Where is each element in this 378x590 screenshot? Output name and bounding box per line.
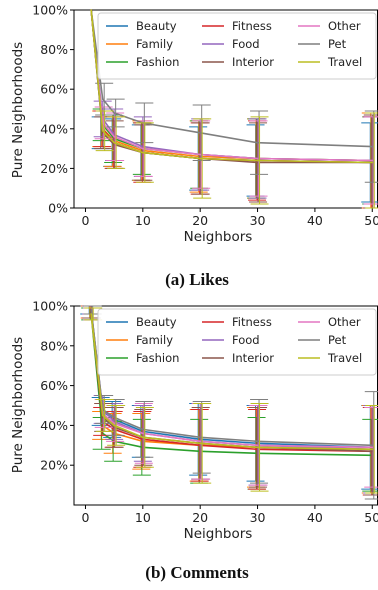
data-point: [113, 141, 115, 144]
data-point: [113, 416, 115, 419]
data-point: [371, 145, 374, 148]
x-tick-label: 50: [364, 213, 378, 228]
x-tick-label: 10: [135, 510, 151, 525]
chart-panel-comments: 0 10 20 30 40 50 20% 40% 60% 80% 100% Neighbors Pure…: [10, 299, 378, 582]
data-point: [199, 157, 201, 160]
legend-label: Food: [232, 37, 260, 51]
y-tick-label: 60%: [40, 378, 68, 393]
legend-label: Pet: [328, 333, 347, 347]
legend-label: Beauty: [136, 315, 177, 329]
y-tick-label: 20%: [40, 161, 68, 176]
x-tick-label: 10: [135, 213, 151, 228]
legend-label: Fitness: [232, 315, 272, 329]
data-point: [90, 9, 93, 11]
data-point: [142, 428, 144, 431]
x-tick-label: 40: [307, 510, 323, 525]
data-point: [371, 448, 374, 451]
data-point: [113, 426, 115, 429]
legend-label: Fashion: [136, 351, 179, 365]
data-point: [101, 414, 104, 417]
data-point: [199, 131, 201, 134]
chart-panel-likes: 0 10 20 30 40 50 0% 20% 40% 60% 80% 100% Neighbors Pu…: [10, 3, 378, 289]
y-tick-label: 60%: [40, 82, 68, 97]
x-tick-label: 20: [192, 510, 208, 525]
data-point: [371, 159, 374, 162]
data-point: [256, 440, 259, 443]
x-tick-label: 30: [250, 510, 266, 525]
data-point: [142, 436, 144, 439]
data-point: [113, 424, 115, 427]
y-tick-label: 0%: [48, 201, 68, 216]
figure-caption: (a) Likes: [165, 270, 229, 289]
x-tick-label: 40: [307, 213, 323, 228]
y-tick-label: 40%: [40, 418, 68, 433]
data-point: [256, 444, 259, 447]
legend-label: Interior: [232, 55, 274, 69]
data-point: [113, 135, 115, 138]
x-axis-label: Neighbors: [184, 229, 253, 245]
y-tick-label: 100%: [32, 299, 68, 314]
data-point: [113, 422, 115, 425]
legend: Beauty Family Fashion Fitness Food Interior Ot…: [97, 308, 377, 376]
legend-label: Fashion: [136, 55, 179, 69]
x-tick-label: 30: [250, 213, 266, 228]
data-point: [90, 309, 93, 311]
data-point: [256, 161, 259, 164]
data-point: [90, 313, 93, 315]
data-point: [256, 446, 259, 449]
legend-label: Travel: [327, 351, 362, 365]
legend-label: Travel: [327, 55, 362, 69]
data-point: [256, 157, 259, 160]
data-point: [113, 143, 115, 146]
data-point: [371, 450, 374, 453]
data-point: [113, 112, 115, 114]
data-point: [256, 159, 259, 162]
legend-label: Family: [136, 37, 173, 51]
data-point: [101, 416, 104, 419]
data-point: [371, 446, 374, 449]
y-tick-label: 80%: [40, 42, 68, 57]
y-axis-label: Pure Neighborhoods: [10, 337, 26, 473]
data-point: [199, 442, 201, 445]
y-tick-label: 100%: [32, 3, 68, 18]
x-axis-label: Neighbors: [184, 526, 253, 542]
y-axis-label: Pure Neighborhoods: [10, 42, 26, 178]
legend-label: Interior: [232, 351, 274, 365]
data-point: [199, 440, 201, 443]
data-point: [199, 153, 201, 156]
data-point: [101, 131, 104, 134]
data-point: [371, 444, 374, 447]
data-point: [101, 129, 104, 132]
legend-label: Beauty: [136, 19, 177, 33]
legend-label: Fitness: [232, 19, 272, 33]
y-tick-label: 20%: [40, 458, 68, 473]
legend-label: Other: [328, 19, 361, 33]
legend-label: Pet: [328, 37, 347, 51]
series-travel: [84, 307, 378, 494]
data-point: [199, 436, 201, 439]
legend: Beauty Family Fashion Fitness Food Interior Ot…: [97, 12, 377, 80]
x-tick-label: 0: [81, 510, 89, 525]
x-tick-label: 50: [364, 510, 378, 525]
x-tick-label: 20: [192, 213, 208, 228]
data-point: [142, 151, 144, 154]
data-point: [371, 161, 374, 164]
legend-label: Family: [136, 333, 173, 347]
legend-label: Food: [232, 333, 260, 347]
figure-caption: (b) Comments: [145, 563, 249, 582]
data-point: [142, 147, 144, 150]
data-point: [101, 98, 104, 100]
legend-label: Other: [328, 315, 361, 329]
x-tick-label: 0: [81, 213, 89, 228]
series-travel: [90, 9, 378, 209]
y-tick-label: 40%: [40, 121, 68, 136]
y-tick-label: 80%: [40, 338, 68, 353]
data-point: [142, 432, 144, 435]
data-point: [256, 141, 259, 144]
